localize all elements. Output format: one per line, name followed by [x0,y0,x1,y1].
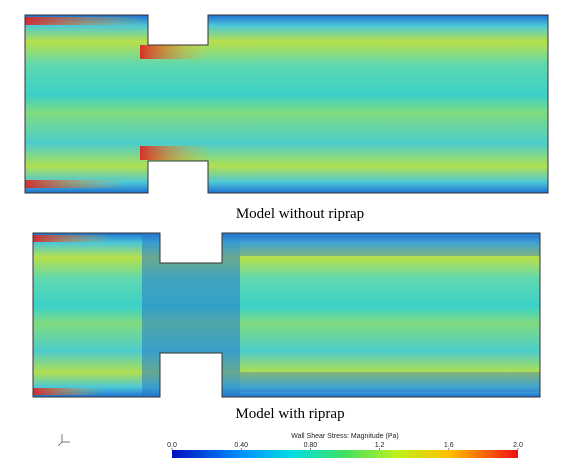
colorbar-tick-label: 0.40 [234,442,248,449]
heatmap-panel [24,14,549,194]
axis-triad [57,434,70,447]
colorbar-tick-label: 0.80 [304,442,318,449]
colorbar-tick-label: 0.0 [167,442,177,449]
colorbar-tick-label: 1.2 [375,442,385,449]
colorbar-gradient [172,450,518,458]
caption: Model without riprap [236,206,364,222]
colorbar-tick-label: 2.0 [513,442,523,449]
caption: Model with riprap [235,406,344,422]
heatmap-panel [32,232,541,398]
colorbar: Wall Shear Stress: Magnitude (Pa) 0.0 0.4… [167,433,523,458]
colorbar-tick-label: 1.6 [444,442,454,449]
colorbar-title: Wall Shear Stress: Magnitude (Pa) [291,433,399,440]
